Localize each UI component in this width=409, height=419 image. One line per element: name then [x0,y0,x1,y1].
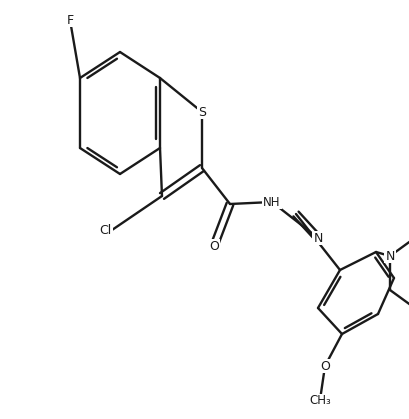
Text: NH: NH [263,196,280,209]
Text: Cl: Cl [99,223,112,236]
Text: O: O [319,360,329,372]
Text: F: F [66,13,73,26]
Text: O: O [209,240,218,253]
Text: N: N [384,249,394,262]
Text: N: N [312,232,322,245]
Text: CH₃: CH₃ [308,395,330,408]
Text: S: S [198,106,205,119]
